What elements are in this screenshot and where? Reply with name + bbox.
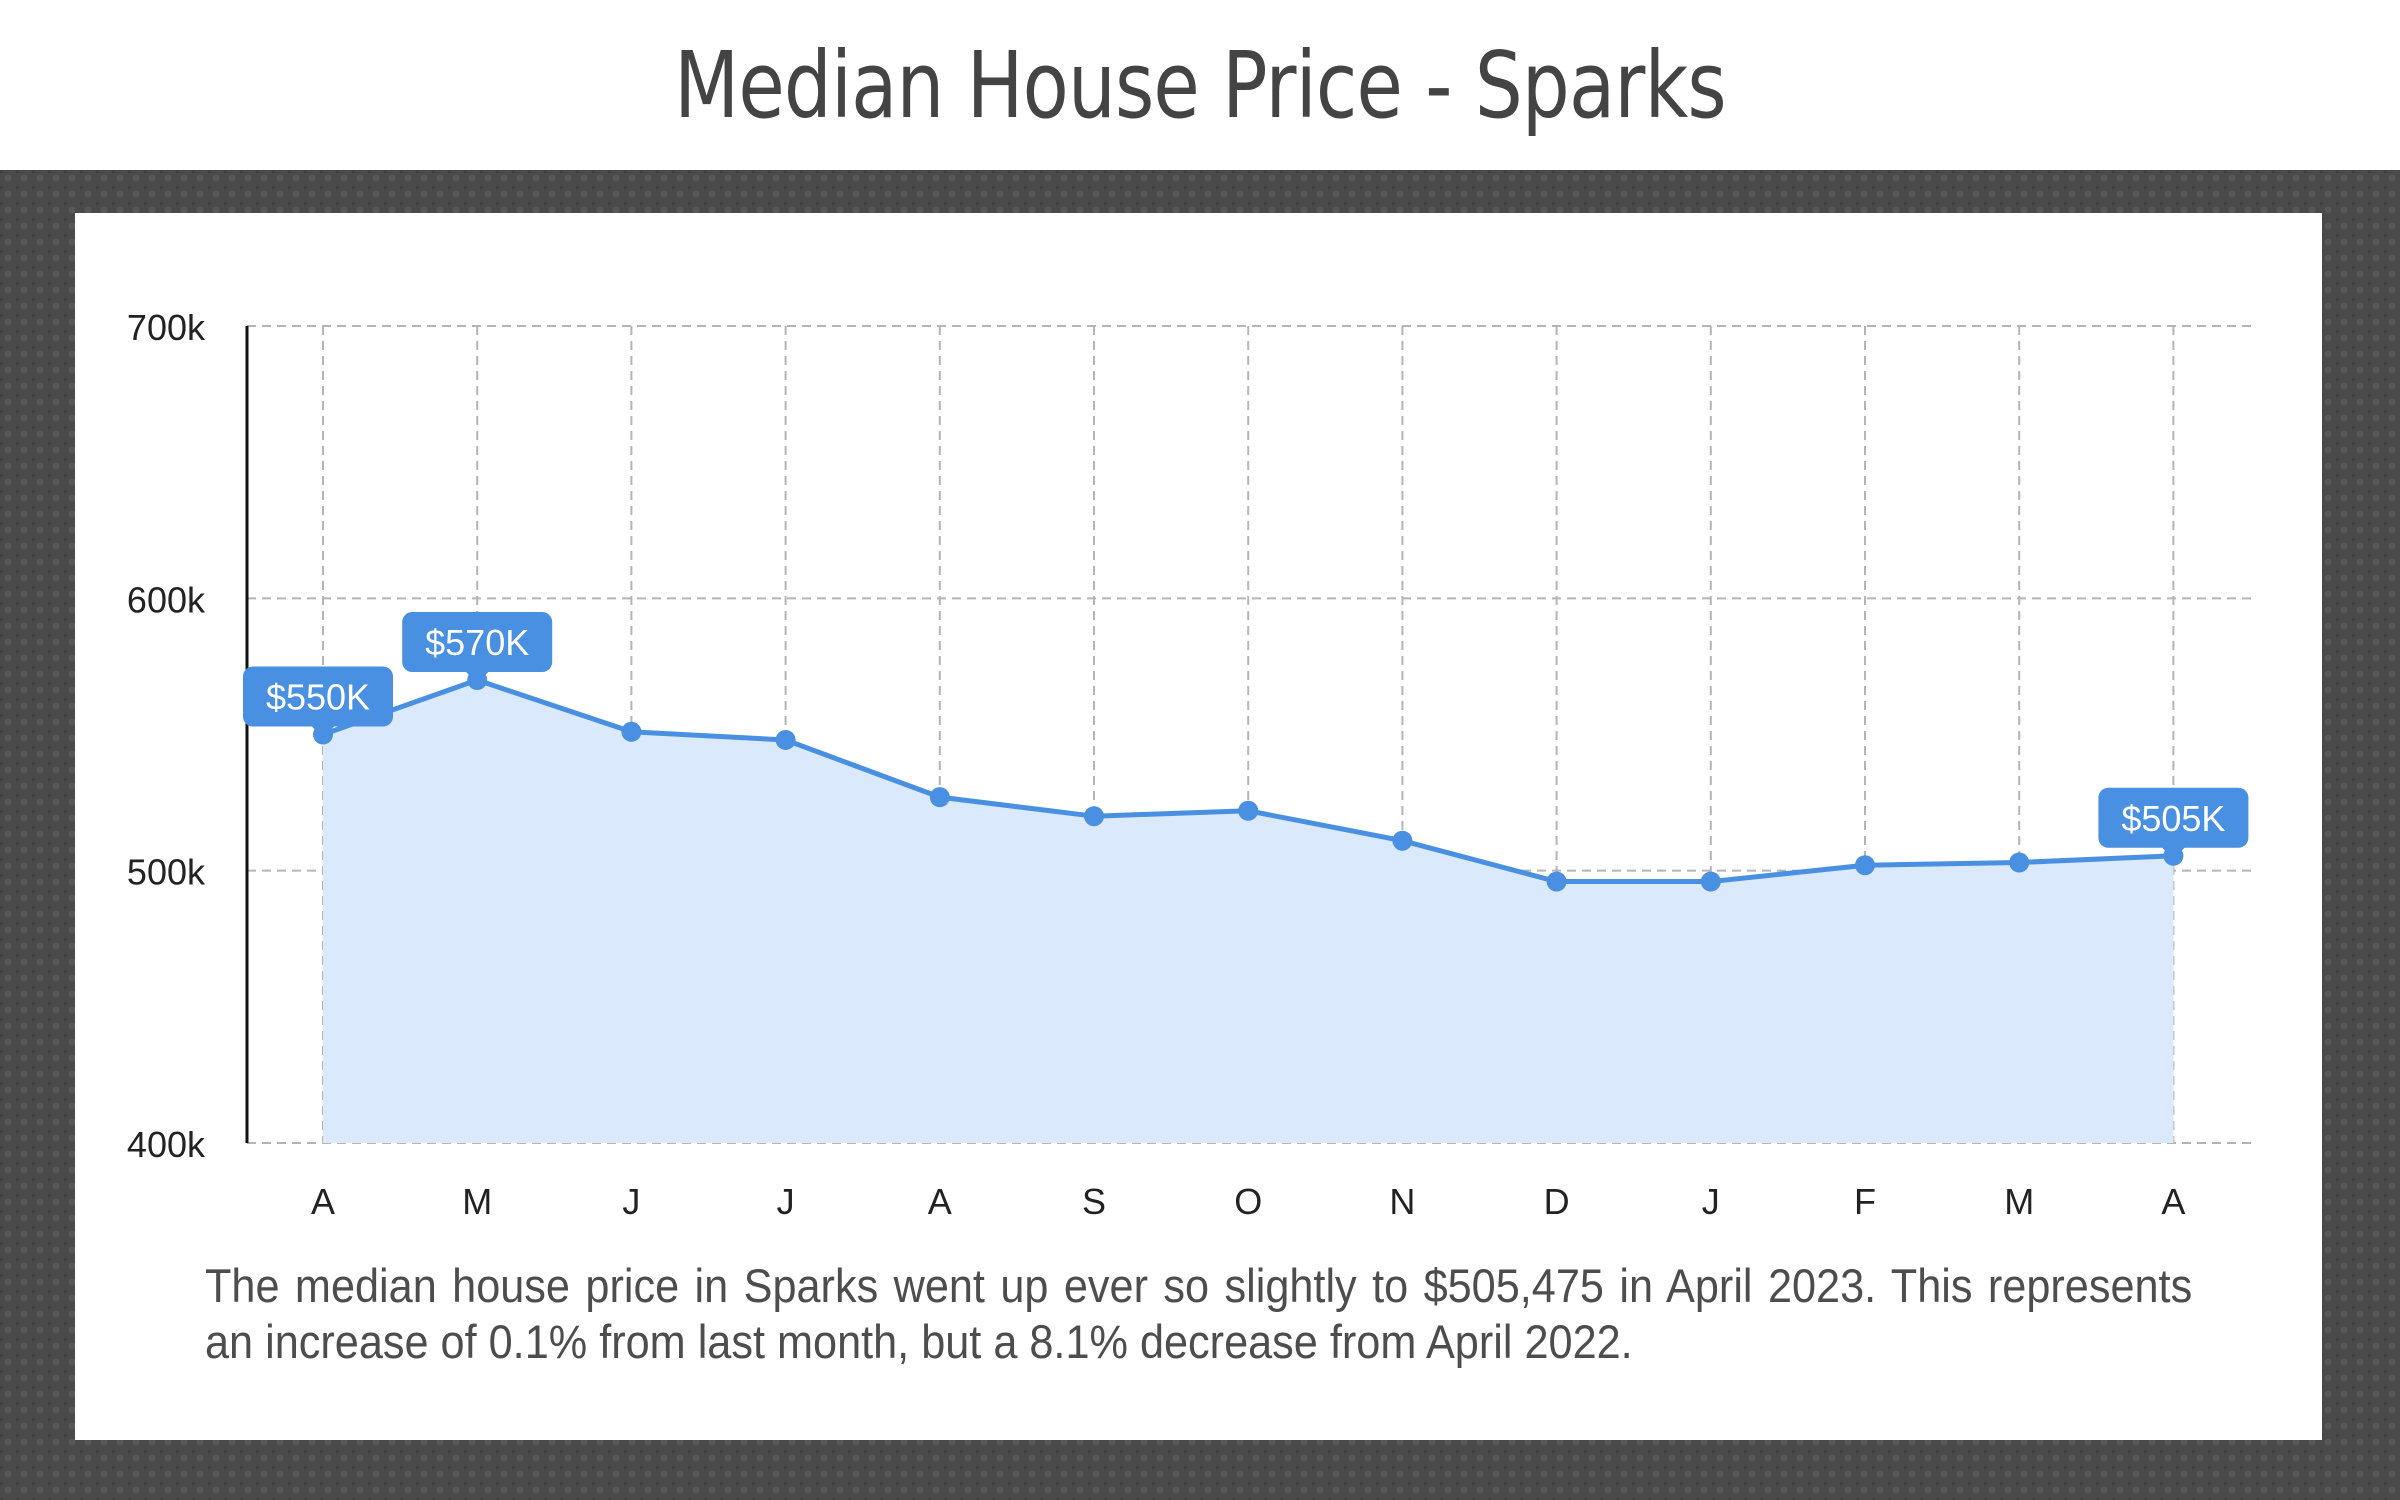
x-tick-label: A (928, 1181, 952, 1222)
data-point (1546, 871, 1567, 892)
value-badge-pointer (2161, 846, 2186, 860)
x-tick-label: S (1082, 1181, 1106, 1222)
x-tick-label: J (1702, 1181, 1720, 1222)
y-tick-label: 700k (127, 307, 206, 348)
value-badge-box (402, 612, 553, 673)
x-tick-label: D (1544, 1181, 1570, 1222)
data-point (1392, 830, 1413, 851)
data-point (1238, 800, 1259, 821)
value-badge-label: $570K (425, 622, 529, 663)
x-tick-label: A (2161, 1181, 2185, 1222)
chart-plot: $550K $570K $505K 400k 500k 600k 700k A M J J A S O N… (127, 307, 2252, 1222)
value-badge-pointer (311, 725, 335, 739)
chart-caption: The median house price in Sparks went up… (205, 1259, 2193, 1368)
x-tick-label: O (1234, 1181, 1262, 1222)
y-tick-label: 400k (127, 1124, 206, 1165)
data-point (621, 721, 642, 742)
x-tick-label: J (777, 1181, 795, 1222)
x-tick-label: N (1389, 1181, 1415, 1222)
data-point (1700, 871, 1721, 892)
x-tick-label: J (622, 1181, 640, 1222)
value-badge: $505K (2098, 787, 2249, 860)
y-tick-label: 600k (127, 579, 206, 620)
data-point (775, 729, 796, 750)
value-badge-label: $505K (2121, 798, 2225, 839)
chart-card: $550K $570K $505K 400k 500k 600k 700k A M J J A S O N… (75, 213, 2322, 1440)
value-badge-box (2098, 787, 2249, 848)
y-tick-label: 500k (127, 852, 206, 893)
value-badge-pointer (465, 671, 490, 685)
chart-frame: $550K $570K $505K 400k 500k 600k 700k A M J J A S O N… (0, 170, 2400, 1500)
value-badge-label: $550K (266, 677, 370, 718)
x-tick-label: A (311, 1181, 335, 1222)
x-tick-label: M (462, 1181, 492, 1222)
value-badge: $550K (243, 666, 393, 739)
chart-title: Median House Price - Sparks (674, 31, 1727, 139)
x-tick-label: F (1854, 1181, 1876, 1222)
x-tick-label: M (2004, 1181, 2034, 1222)
series-area (323, 680, 2174, 1143)
data-point (2009, 852, 2030, 873)
data-point (929, 787, 950, 808)
data-point (1084, 806, 1104, 827)
value-badge: $570K (402, 612, 553, 685)
data-point (1855, 855, 1875, 876)
value-badge-box (243, 666, 393, 727)
